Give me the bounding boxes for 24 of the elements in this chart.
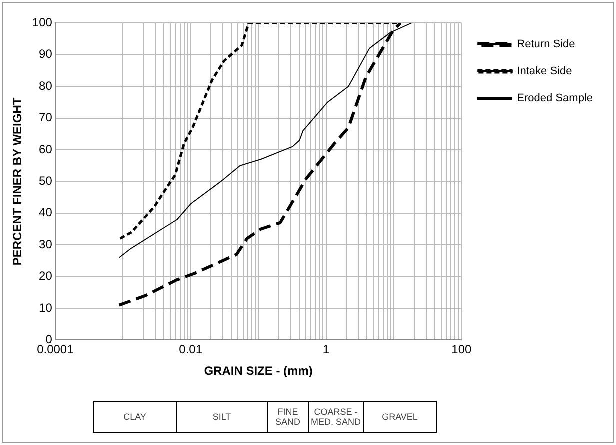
y-tick-label: 50 <box>39 174 53 188</box>
x-axis-title: GRAIN SIZE - (mm) <box>204 364 313 378</box>
text: COARSE - MED. SAND <box>308 402 364 432</box>
y-tick-label: 10 <box>39 300 53 315</box>
legend-label: Return Side <box>517 38 576 51</box>
y-tick-label: 30 <box>39 237 53 252</box>
y-tick-label: 70 <box>39 110 53 125</box>
y-tick-label: 90 <box>39 47 53 62</box>
text: SILT <box>176 402 268 432</box>
y-axis-title: PERCENT FINER BY WEIGHT <box>10 97 25 266</box>
text: FINE SAND <box>268 402 308 432</box>
x-tick-label: 0.01 <box>179 342 203 357</box>
y-tick-label: 100 <box>32 16 53 30</box>
y-tick-label: 20 <box>39 269 53 284</box>
x-tick-label: 0.0001 <box>37 342 74 357</box>
x-tick-label: 100 <box>452 342 472 357</box>
legend-label: Eroded Sample <box>517 92 594 105</box>
y-tick-label: 40 <box>39 206 53 220</box>
text: GRAVEL <box>364 402 436 432</box>
legend-label: Intake Side <box>517 66 572 78</box>
y-tick-label: 60 <box>39 142 53 156</box>
y-tick-label: 80 <box>39 78 53 93</box>
x-tick-label: 1 <box>322 342 330 357</box>
text: CLAY <box>94 402 176 432</box>
